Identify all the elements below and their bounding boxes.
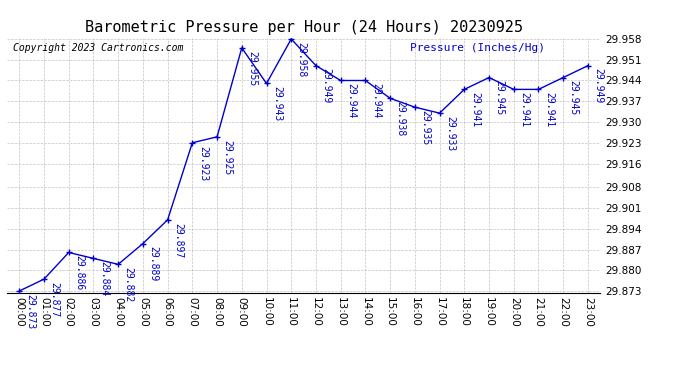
Text: Pressure (Inches/Hg): Pressure (Inches/Hg) (411, 43, 545, 52)
Text: 29.941: 29.941 (544, 92, 554, 128)
Text: 29.877: 29.877 (50, 282, 59, 317)
Text: 29.923: 29.923 (198, 146, 208, 181)
Text: 29.897: 29.897 (173, 223, 183, 258)
Text: 29.925: 29.925 (223, 140, 233, 175)
Text: 29.873: 29.873 (25, 294, 34, 329)
Title: Barometric Pressure per Hour (24 Hours) 20230925: Barometric Pressure per Hour (24 Hours) … (85, 20, 522, 35)
Text: 29.944: 29.944 (346, 83, 356, 118)
Text: 29.949: 29.949 (593, 69, 604, 104)
Text: 29.944: 29.944 (371, 83, 381, 118)
Text: 29.935: 29.935 (420, 110, 431, 145)
Text: 29.933: 29.933 (445, 116, 455, 151)
Text: 29.949: 29.949 (322, 69, 331, 104)
Text: 29.945: 29.945 (569, 80, 579, 116)
Text: 29.955: 29.955 (247, 51, 257, 86)
Text: Copyright 2023 Cartronics.com: Copyright 2023 Cartronics.com (13, 43, 184, 52)
Text: 29.958: 29.958 (297, 42, 307, 77)
Text: 29.938: 29.938 (395, 101, 406, 136)
Text: 29.886: 29.886 (75, 255, 84, 291)
Text: 29.945: 29.945 (495, 80, 504, 116)
Text: 29.882: 29.882 (124, 267, 134, 302)
Text: 29.889: 29.889 (148, 246, 159, 282)
Text: 29.884: 29.884 (99, 261, 109, 296)
Text: 29.941: 29.941 (520, 92, 529, 128)
Text: 29.941: 29.941 (470, 92, 480, 128)
Text: 29.943: 29.943 (272, 86, 282, 122)
